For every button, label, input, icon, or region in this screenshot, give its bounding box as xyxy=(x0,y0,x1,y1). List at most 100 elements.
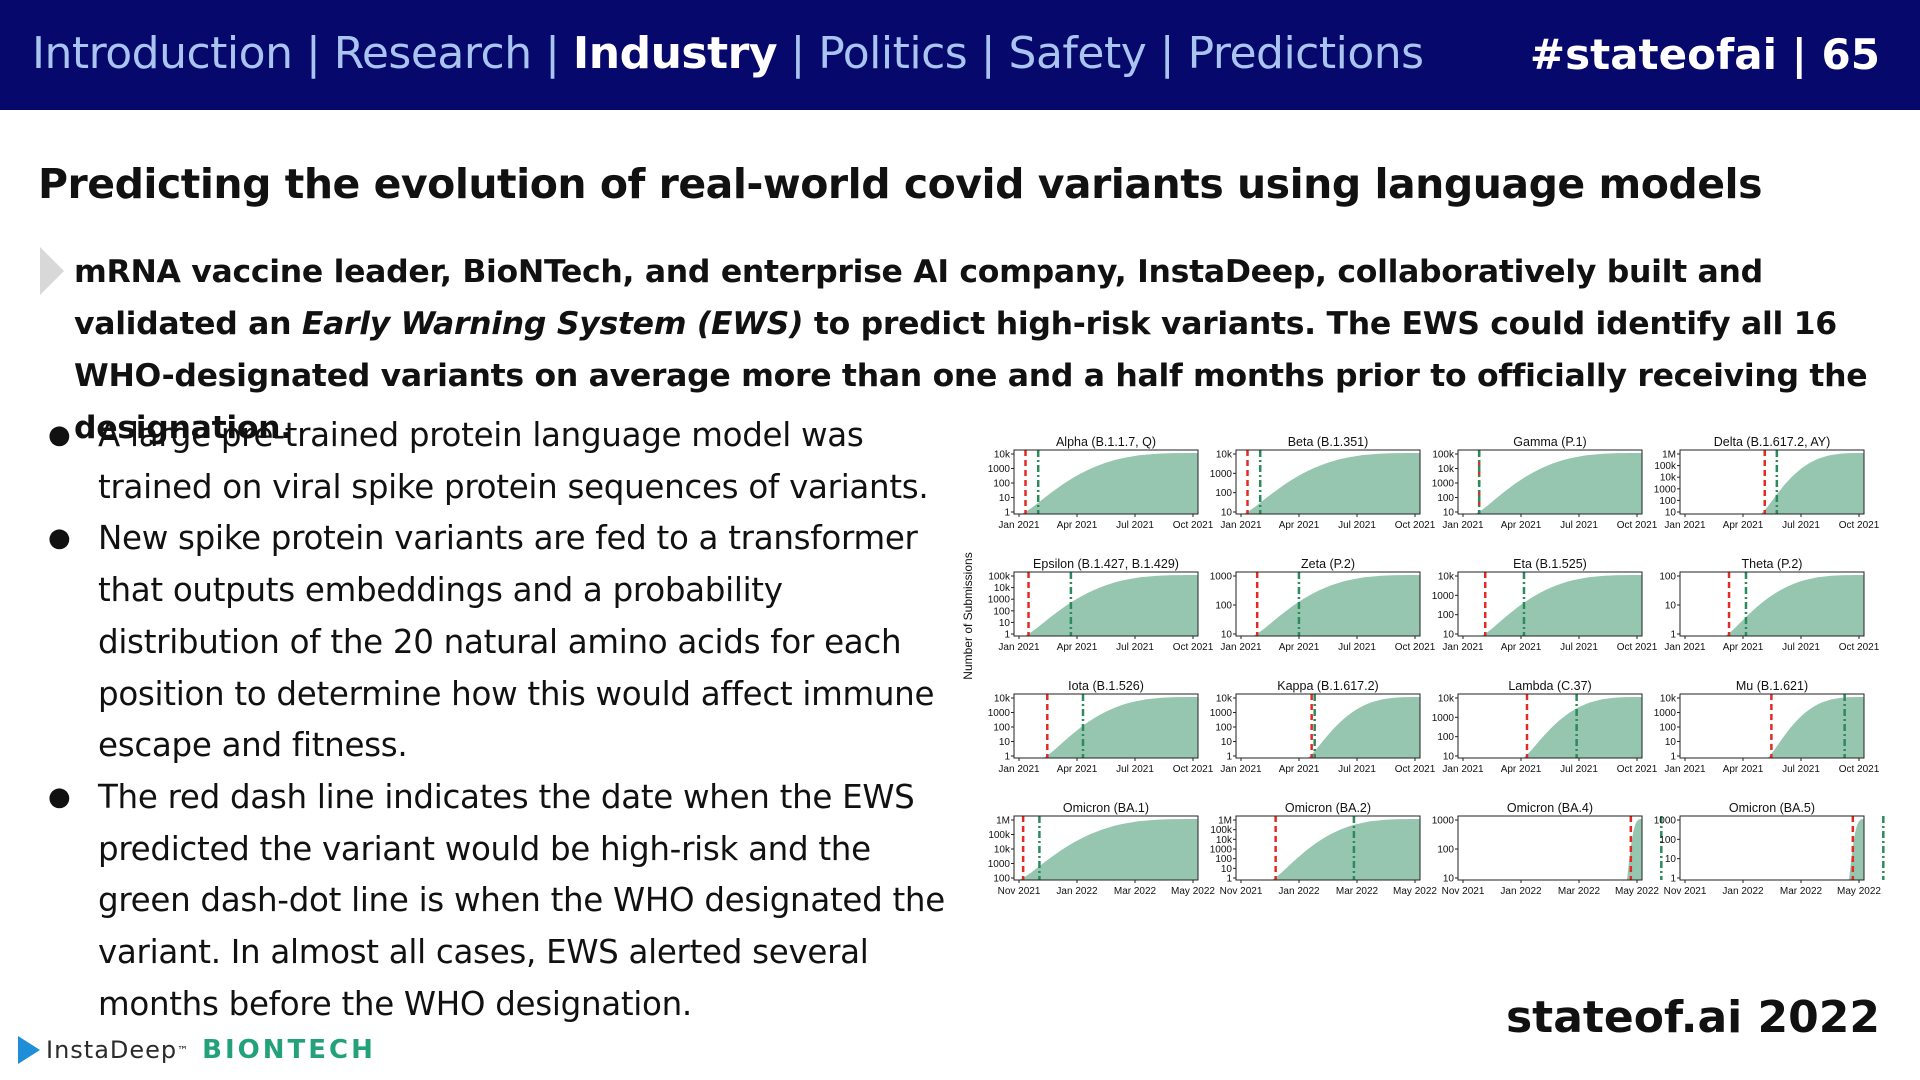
submissions-area xyxy=(1021,453,1198,514)
y-tick-label: 10 xyxy=(999,493,1011,504)
submissions-area xyxy=(1253,575,1420,636)
x-tick-label: Jan 2021 xyxy=(1442,764,1484,775)
nav-item-predictions[interactable]: Predictions xyxy=(1187,28,1425,79)
y-tick-label: 1M xyxy=(996,816,1010,827)
y-tick-label: 100 xyxy=(1437,845,1454,856)
y-tick-label: 1M xyxy=(1662,450,1676,461)
x-tick-label: Jan 2021 xyxy=(1664,520,1706,531)
x-tick-label: May 2022 xyxy=(1393,886,1437,897)
x-tick-label: Jul 2021 xyxy=(1116,642,1154,653)
trademark-mark: ™ xyxy=(177,1043,189,1057)
nav-item-industry[interactable]: Industry xyxy=(572,28,778,79)
x-tick-label: Jan 2021 xyxy=(1664,642,1706,653)
x-tick-label: Jul 2021 xyxy=(1782,642,1820,653)
submissions-area xyxy=(1848,819,1864,880)
x-tick-label: Apr 2021 xyxy=(1057,520,1098,531)
y-tick-label: 100 xyxy=(1659,835,1676,846)
y-tick-label: 100 xyxy=(1659,572,1676,583)
lead-text-italic: Early Warning System (EWS) xyxy=(301,306,804,342)
x-tick-label: Jan 2021 xyxy=(1220,764,1262,775)
x-tick-label: Apr 2021 xyxy=(1723,764,1764,775)
y-tick-label: 10 xyxy=(1665,737,1677,748)
submissions-area xyxy=(1307,697,1420,758)
y-tick-label: 100 xyxy=(1437,610,1454,621)
x-tick-label: Apr 2021 xyxy=(1501,520,1542,531)
y-tick-label: 1000 xyxy=(1210,469,1233,480)
y-tick-label: 10 xyxy=(1443,752,1455,763)
nav-item-politics[interactable]: Politics xyxy=(818,28,968,79)
y-tick-label: 100 xyxy=(993,874,1010,885)
y-tick-label: 1 xyxy=(1670,874,1676,885)
nav-item-introduction[interactable]: Introduction xyxy=(32,28,293,79)
y-tick-label: 1000 xyxy=(1432,713,1455,724)
header-bar: Introduction | Research | Industry | Pol… xyxy=(0,0,1920,110)
y-tick-label: 10 xyxy=(1221,508,1233,519)
panel-title: Omicron (BA.4) xyxy=(1507,801,1593,815)
y-tick-label: 100k xyxy=(1210,825,1233,836)
x-tick-label: Jan 2021 xyxy=(998,642,1040,653)
submissions-area xyxy=(1043,697,1198,758)
submissions-area xyxy=(1271,819,1420,880)
y-tick-label: 10 xyxy=(999,618,1011,629)
y-tick-label: 1 xyxy=(1004,630,1010,641)
lead-arrow-icon xyxy=(40,247,64,295)
panel-title: Theta (P.2) xyxy=(1742,557,1803,571)
submissions-area xyxy=(1024,575,1198,636)
panel-title: Omicron (BA.2) xyxy=(1285,801,1371,815)
x-tick-label: Nov 2021 xyxy=(998,886,1041,897)
x-tick-label: May 2022 xyxy=(1615,886,1659,897)
panel-frame xyxy=(1235,571,1421,637)
y-tick-label: 10 xyxy=(1665,601,1677,612)
bullet-item: A large pre-trained protein language mod… xyxy=(48,410,948,513)
x-tick-label: Oct 2021 xyxy=(1395,520,1436,531)
panel-title: Lambda (C.37) xyxy=(1508,679,1591,693)
panel-title: Delta (B.1.617.2, AY) xyxy=(1714,435,1831,449)
panel-title: Iota (B.1.526) xyxy=(1068,679,1144,693)
partner-logos: InstaDeep ™ BIONTECH xyxy=(18,1030,376,1070)
panel-frame xyxy=(1457,449,1643,515)
submissions-area xyxy=(1523,697,1642,758)
x-tick-label: Oct 2021 xyxy=(1395,764,1436,775)
y-tick-label: 100 xyxy=(993,723,1010,734)
y-tick-label: 10 xyxy=(1443,508,1455,519)
y-tick-label: 1000 xyxy=(1432,591,1455,602)
nav-separator: | xyxy=(967,28,1009,79)
x-tick-label: Oct 2021 xyxy=(1839,764,1880,775)
x-tick-label: Mar 2022 xyxy=(1336,886,1379,897)
x-tick-label: Jul 2021 xyxy=(1116,764,1154,775)
x-tick-label: Jan 2021 xyxy=(998,520,1040,531)
submissions-area xyxy=(1725,575,1864,636)
nav-item-research[interactable]: Research xyxy=(333,28,532,79)
x-tick-label: Mar 2022 xyxy=(1558,886,1601,897)
y-tick-label: 10k xyxy=(1438,694,1455,705)
x-tick-label: Jan 2021 xyxy=(1442,642,1484,653)
report-brand: stateof.ai 2022 xyxy=(1505,992,1880,1043)
x-tick-label: Jan 2022 xyxy=(1722,886,1764,897)
x-tick-label: Jul 2021 xyxy=(1560,764,1598,775)
y-tick-label: 1 xyxy=(1670,752,1676,763)
biontech-logo-text: BIONTECH xyxy=(202,1035,376,1065)
nav-item-safety[interactable]: Safety xyxy=(1008,28,1147,79)
y-tick-label: 100 xyxy=(1215,854,1232,865)
x-tick-label: Oct 2021 xyxy=(1839,642,1880,653)
y-tick-label: 100 xyxy=(1437,493,1454,504)
panel-frame xyxy=(1013,815,1199,881)
instadeep-logo-icon xyxy=(18,1036,40,1064)
x-tick-label: Apr 2021 xyxy=(1723,520,1764,531)
x-tick-label: Oct 2021 xyxy=(1617,642,1658,653)
y-tick-label: 10k xyxy=(1660,473,1677,484)
x-tick-label: Jul 2021 xyxy=(1116,520,1154,531)
panel-title: Gamma (P.1) xyxy=(1513,435,1586,449)
y-tick-label: 10 xyxy=(1443,874,1455,885)
x-tick-label: Jul 2021 xyxy=(1338,764,1376,775)
x-tick-label: Apr 2021 xyxy=(1279,520,1320,531)
nav-separator: | xyxy=(1146,28,1188,79)
y-tick-label: 10 xyxy=(1221,864,1233,875)
y-tick-label: 1 xyxy=(1226,752,1232,763)
x-tick-label: Jan 2022 xyxy=(1056,886,1098,897)
nav-separator: | xyxy=(292,28,334,79)
y-tick-label: 1000 xyxy=(988,708,1011,719)
y-tick-label: 1M xyxy=(1218,816,1232,827)
x-tick-label: Nov 2021 xyxy=(1220,886,1263,897)
panel-title: Epsilon (B.1.427, B.1.429) xyxy=(1033,557,1179,571)
